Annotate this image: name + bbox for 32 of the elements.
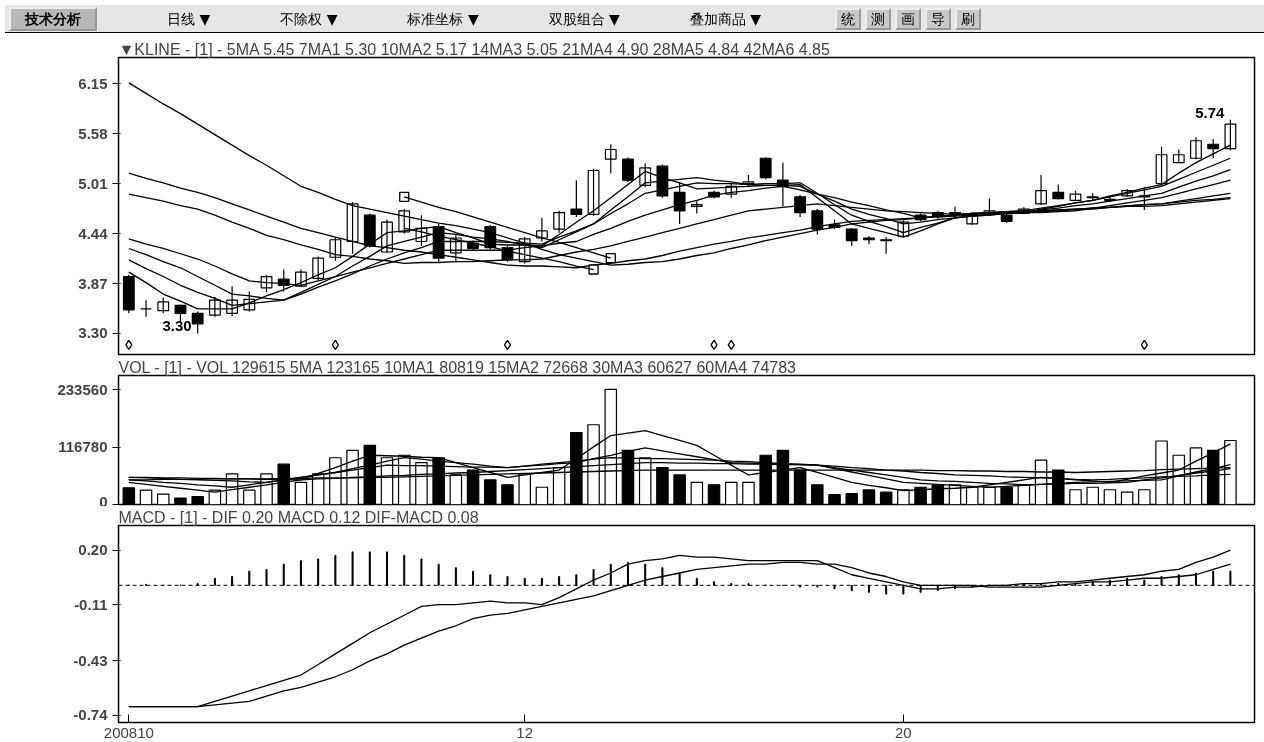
y-tick-label: 3.30	[78, 324, 108, 342]
text: 刷	[955, 7, 982, 30]
y-tick-label: 6.15	[78, 74, 108, 92]
y-tick-label: 4.44	[78, 224, 109, 242]
x-tick-label: 12	[516, 723, 534, 741]
y-tick-label: -0.74	[73, 706, 109, 724]
y-tick-label: 5.01	[78, 174, 108, 192]
y-tick-label: 0	[99, 492, 108, 510]
y-tick-label: 5.58	[78, 124, 108, 142]
text: 测	[865, 7, 892, 30]
text: 双股组合 ▼	[548, 10, 620, 27]
annotation: 3.30	[162, 317, 192, 335]
chart-title: MACD - [1] - DIF 0.20 MACD 0.12 DIF-MACD 0.08	[118, 508, 479, 526]
y-tick-label: 116780	[58, 438, 108, 455]
x-tick-label: 200810	[103, 723, 154, 741]
text: 叠加商品 ▼	[689, 10, 762, 27]
text: 技术分析	[9, 6, 97, 31]
text: 日线 ▼	[167, 10, 211, 27]
text: 标准坐标 ▼	[407, 10, 479, 27]
x-tick-label: 20	[895, 723, 912, 741]
text: 画	[895, 7, 922, 30]
y-tick-label: -0.11	[74, 595, 108, 613]
chart-title: ▼KLINE - [1] - 5MA 5.45 7MA1 5.30 10MA2 5.17 14MA3 5.05 21MA4 4.90 28MA5 4.84 42MA6 4.85	[118, 40, 830, 58]
chart-title: VOL - [1] - VOL 129615 5MA 123165 10MA1 80819 15MA2 72668 30MA3 60627 60MA4 74783	[118, 358, 797, 376]
y-tick-label: 3.87	[78, 274, 108, 292]
y-tick-label: 0.20	[78, 541, 108, 559]
annotation: 5.74	[1195, 103, 1226, 121]
y-tick-label: 233560	[57, 380, 108, 398]
text: 导	[925, 7, 952, 30]
text: 统	[835, 7, 862, 30]
text: 不除权 ▼	[280, 10, 338, 27]
y-tick-label: -0.43	[73, 651, 108, 669]
